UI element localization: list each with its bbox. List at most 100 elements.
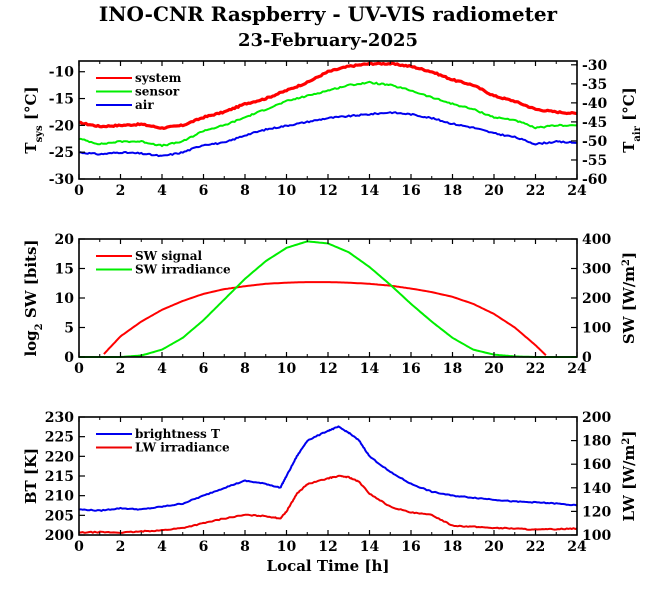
y-right-tick-label: 0 (582, 350, 592, 366)
x-tick-label: 10 (277, 361, 297, 377)
x-tick-label: 8 (240, 183, 250, 199)
x-tick-label: 16 (401, 539, 420, 555)
y-left-tick-label: -15 (49, 92, 74, 108)
y-left-tick-label: 15 (55, 262, 74, 278)
y-left-tick-label: 200 (45, 528, 74, 544)
x-tick-label: 2 (116, 539, 126, 555)
x-tick-label: 22 (526, 539, 545, 555)
y-right-tick-label: 160 (582, 457, 611, 473)
legend-entry: LW irradiance (135, 441, 230, 455)
y-right-tick-label: 100 (582, 321, 611, 337)
x-tick-label: 24 (567, 361, 587, 377)
y-right-axis-label: LW [W/m2] (620, 431, 638, 522)
y-left-tick-label: 205 (45, 508, 74, 524)
x-tick-label: 16 (401, 361, 420, 377)
x-tick-label: 18 (443, 361, 462, 377)
y-right-tick-label: -40 (582, 96, 608, 112)
series-line-system (78, 61, 578, 130)
x-tick-label: 0 (74, 539, 84, 555)
x-tick-label: 14 (360, 361, 380, 377)
y-left-tick-label: 210 (45, 489, 74, 505)
y-right-tick-label: 200 (582, 291, 611, 307)
x-tick-label: 0 (74, 361, 84, 377)
x-tick-label: 2 (116, 361, 126, 377)
y-right-tick-label: -35 (582, 77, 607, 93)
y-left-tick-label: -10 (49, 65, 75, 81)
panel-2: 0 2 4 6 8 10 12 14 16 18 20 22 240510152001002003004… (22, 232, 638, 377)
chart-title: INO-CNR Raspberry - UV-VIS radiometer (99, 2, 558, 26)
x-tick-label: 6 (199, 361, 209, 377)
x-tick-label: 6 (199, 539, 209, 555)
series-line-lw-irradiance (79, 474, 578, 534)
x-tick-label: 12 (318, 361, 337, 377)
y-left-tick-label: 10 (55, 291, 75, 307)
legend-entry: SW irradiance (135, 263, 231, 277)
x-tick-label: 18 (443, 539, 462, 555)
x-tick-label: 10 (277, 183, 297, 199)
y-right-tick-label: 200 (582, 410, 611, 426)
x-tick-label: 24 (567, 183, 587, 199)
legend-entry: system (135, 71, 182, 85)
y-left-tick-label: 20 (55, 232, 75, 248)
x-tick-label: 12 (318, 183, 337, 199)
x-tick-label: 8 (240, 539, 250, 555)
x-tick-label: 8 (240, 361, 250, 377)
y-right-tick-label: 100 (582, 528, 611, 544)
x-tick-label: 16 (401, 183, 420, 199)
y-left-axis-label: Tsys [°C] (22, 86, 45, 153)
y-left-axis-label: log2 SW [bits] (22, 239, 45, 356)
x-axis-label: Local Time [h] (267, 557, 390, 575)
x-tick-label: 24 (567, 539, 587, 555)
x-tick-label: 20 (484, 183, 504, 199)
y-left-tick-label: -30 (49, 172, 75, 188)
legend-entry: brightness T (135, 427, 220, 441)
x-tick-label: 12 (318, 539, 337, 555)
x-tick-label: 10 (277, 539, 297, 555)
x-tick-label: 14 (360, 183, 380, 199)
panel-1: 0 2 4 6 8 10 12 14 16 18 20 22 24-30-25-20-15-10-60-… (22, 58, 643, 199)
x-tick-label: 20 (484, 361, 504, 377)
x-tick-label: 14 (360, 539, 380, 555)
chart-subtitle: 23-February-2025 (238, 30, 418, 51)
y-left-tick-label: 0 (64, 350, 74, 366)
y-right-axis-label: SW [W/m2] (620, 252, 638, 344)
legend-entry: SW signal (135, 249, 203, 263)
y-right-tick-label: 180 (582, 434, 611, 450)
y-right-axis-label: Tair [°C] (620, 87, 643, 153)
series-line-sw-signal (103, 281, 547, 356)
y-left-axis-label: BT [K] (22, 448, 40, 504)
legend-entry: sensor (135, 85, 180, 99)
y-right-tick-label: -45 (582, 115, 607, 131)
y-right-tick-label: 400 (582, 232, 611, 248)
y-right-tick-label: -30 (582, 58, 608, 74)
y-right-tick-label: -55 (582, 153, 607, 169)
x-tick-label: 4 (157, 539, 167, 555)
series-line-brightness-t (78, 425, 578, 512)
x-tick-label: 4 (157, 183, 167, 199)
x-tick-label: 22 (526, 183, 545, 199)
y-left-tick-label: 220 (45, 449, 74, 465)
y-right-tick-label: 300 (582, 262, 611, 278)
y-right-tick-label: -60 (582, 172, 608, 188)
panel-3: 0 2 4 6 8 10 12 14 16 18 20 22 242002052102152202252… (22, 410, 638, 555)
y-left-tick-label: 215 (45, 469, 74, 485)
y-left-tick-label: -20 (49, 118, 75, 134)
x-tick-label: 20 (484, 539, 504, 555)
x-tick-label: 4 (157, 361, 167, 377)
series-line-sensor (78, 80, 577, 148)
y-left-tick-label: 5 (64, 321, 74, 337)
y-left-tick-label: 225 (45, 430, 74, 446)
x-tick-label: 2 (116, 183, 126, 199)
y-left-tick-label: -25 (49, 145, 74, 161)
x-tick-label: 0 (74, 183, 84, 199)
x-tick-label: 18 (443, 183, 462, 199)
y-left-tick-label: 230 (45, 410, 74, 426)
y-right-tick-label: 120 (582, 504, 611, 520)
x-tick-label: 6 (199, 183, 209, 199)
x-tick-label: 22 (526, 361, 545, 377)
y-right-tick-label: 140 (582, 481, 611, 497)
legend-entry: air (135, 98, 154, 112)
series-line-air (78, 111, 578, 158)
y-right-tick-label: -50 (582, 134, 608, 150)
